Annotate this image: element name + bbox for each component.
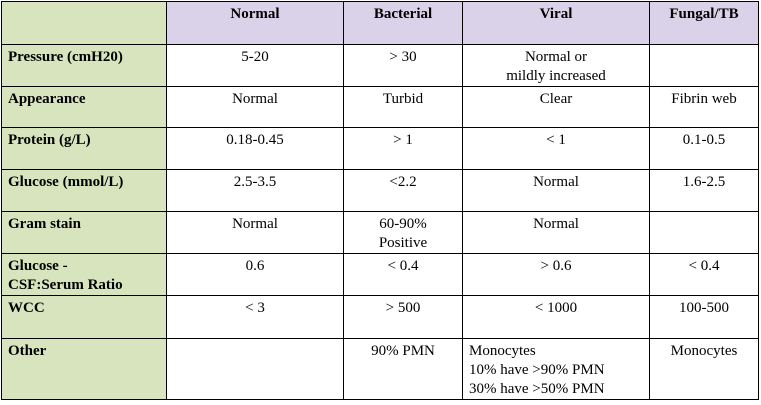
- table-row-glucose: Glucose (mmol/L) 2.5-3.5 <2.2 Normal 1.6-2.5: [1, 169, 759, 212]
- cell-text: Normal: [533, 174, 579, 190]
- cell-gram-stain-fungal-tb: [649, 211, 759, 254]
- row-label-appearance: Appearance: [1, 86, 167, 128]
- cell-text: 5-20: [241, 49, 269, 65]
- cell-text: 90% PMN: [371, 343, 435, 359]
- cell-text: Positive: [378, 235, 428, 251]
- row-label-gram-stain: Gram stain: [1, 211, 167, 254]
- cell-text: < 0.4: [688, 258, 720, 274]
- cell-protein-fungal-tb: 0.1-0.5: [649, 127, 759, 170]
- cell-text: 60-90%: [379, 216, 427, 232]
- row-label-glucose: Glucose (mmol/L): [1, 169, 167, 212]
- row-label-protein: Protein (g/L): [1, 127, 167, 170]
- cell-text: 30% have >50% PMN: [469, 381, 605, 397]
- cell-text: 1.6-2.5: [682, 174, 726, 190]
- row-label-other: Other: [1, 338, 167, 400]
- cell-text: > 0.6: [540, 258, 572, 274]
- row-label-wcc: WCC: [1, 295, 167, 339]
- header-corner: [1, 1, 167, 45]
- cell-pressure-viral: Normal or mildly increased: [462, 44, 650, 87]
- cell-pressure-normal: 5-20: [166, 44, 344, 87]
- table-row-glucose-ratio: Glucose - CSF:Serum Ratio 0.6 < 0.4 > 0.6 < 0…: [1, 253, 759, 296]
- cell-text: > 500: [385, 300, 421, 316]
- cell-other-viral: Monocytes 10% have >90% PMN 30% have >50% …: [462, 338, 650, 400]
- cell-text: 0.6: [245, 258, 265, 274]
- cell-text: Normal: [232, 91, 278, 107]
- cell-glucose-fungal-tb: 1.6-2.5: [649, 169, 759, 212]
- cell-text: < 3: [245, 300, 265, 316]
- cell-text: < 0.4: [387, 258, 419, 274]
- row-label-line: CSF:Serum Ratio: [8, 277, 123, 293]
- cell-text: mildly increased: [506, 68, 606, 84]
- cell-pressure-fungal-tb: [649, 44, 759, 87]
- cell-gram-stain-bacterial: 60-90% Positive: [343, 211, 463, 254]
- cell-appearance-bacterial: Turbid: [343, 86, 463, 128]
- header-bacterial: Bacterial: [343, 1, 463, 45]
- row-label-line: Appearance: [8, 91, 86, 107]
- cell-wcc-normal: < 3: [166, 295, 344, 339]
- table-row-gram-stain: Gram stain Normal 60-90% Positive Normal: [1, 211, 759, 254]
- row-label-line: Protein (g/L): [8, 132, 91, 148]
- cell-gram-stain-viral: Normal: [462, 211, 650, 254]
- cell-other-fungal-tb: Monocytes: [649, 338, 759, 400]
- table-row-wcc: WCC < 3 > 500 < 1000 100-500: [1, 295, 759, 339]
- cell-text: 2.5-3.5: [233, 174, 277, 190]
- row-label-glucose-ratio: Glucose - CSF:Serum Ratio: [1, 253, 167, 296]
- cell-text: <2.2: [389, 174, 417, 190]
- cell-glucose-normal: 2.5-3.5: [166, 169, 344, 212]
- cell-protein-normal: 0.18-0.45: [166, 127, 344, 170]
- cell-wcc-viral: < 1000: [462, 295, 650, 339]
- cell-glucose-ratio-bacterial: < 0.4: [343, 253, 463, 296]
- cell-text: 100-500: [679, 300, 729, 316]
- table-row-other: Other 90% PMN Monocytes 10% have >90% PMN 30…: [1, 338, 759, 400]
- cell-text: < 1: [546, 132, 566, 148]
- cell-protein-viral: < 1: [462, 127, 650, 170]
- header-normal: Normal: [166, 1, 344, 45]
- cell-appearance-viral: Clear: [462, 86, 650, 128]
- cell-text: 10% have >90% PMN: [469, 362, 605, 378]
- cell-pressure-bacterial: > 30: [343, 44, 463, 87]
- cell-appearance-fungal-tb: Fibrin web: [649, 86, 759, 128]
- header-viral: Viral: [462, 1, 650, 45]
- cell-glucose-ratio-normal: 0.6: [166, 253, 344, 296]
- row-label-pressure: Pressure (cmH20): [1, 44, 167, 87]
- cell-text: Normal: [232, 216, 278, 232]
- cell-text: < 1000: [534, 300, 578, 316]
- cell-wcc-fungal-tb: 100-500: [649, 295, 759, 339]
- table-row-protein: Protein (g/L) 0.18-0.45 > 1 < 1 0.1-0.5: [1, 127, 759, 170]
- cell-text: Monocytes: [670, 343, 738, 359]
- row-label-line: WCC: [8, 300, 45, 316]
- row-label-line: Gram stain: [8, 216, 81, 232]
- cell-text: Fibrin web: [671, 91, 737, 107]
- cell-text: Clear: [539, 91, 573, 107]
- cell-glucose-viral: Normal: [462, 169, 650, 212]
- cell-glucose-ratio-viral: > 0.6: [462, 253, 650, 296]
- table-row-pressure: Pressure (cmH20) 5-20 > 30 Normal or mildly …: [1, 44, 759, 87]
- cell-gram-stain-normal: Normal: [166, 211, 344, 254]
- table-row-appearance: Appearance Normal Turbid Clear Fibrin web: [1, 86, 759, 128]
- cell-text: > 30: [389, 49, 417, 65]
- cell-text: Turbid: [382, 91, 424, 107]
- row-label-line: Pressure (cmH20): [8, 49, 123, 65]
- cell-appearance-normal: Normal: [166, 86, 344, 128]
- cell-glucose-ratio-fungal-tb: < 0.4: [649, 253, 759, 296]
- cell-text: Normal: [533, 216, 579, 232]
- header-fungal-tb: Fungal/TB: [649, 1, 759, 45]
- cell-text: 0.1-0.5: [682, 132, 726, 148]
- cell-text: Monocytes: [469, 343, 536, 359]
- cell-text: Normal or: [524, 49, 588, 65]
- cell-text: 0.18-0.45: [226, 132, 284, 148]
- row-label-line: Glucose -: [8, 258, 68, 274]
- row-label-line: Other: [8, 343, 47, 359]
- cell-wcc-bacterial: > 500: [343, 295, 463, 339]
- header-row: Normal Bacterial Viral Fungal/TB: [1, 1, 759, 45]
- cell-protein-bacterial: > 1: [343, 127, 463, 170]
- cell-other-bacterial: 90% PMN: [343, 338, 463, 400]
- cell-other-normal: [166, 338, 344, 400]
- cell-glucose-bacterial: <2.2: [343, 169, 463, 212]
- cell-text: > 1: [393, 132, 413, 148]
- row-label-line: Glucose (mmol/L): [8, 174, 124, 190]
